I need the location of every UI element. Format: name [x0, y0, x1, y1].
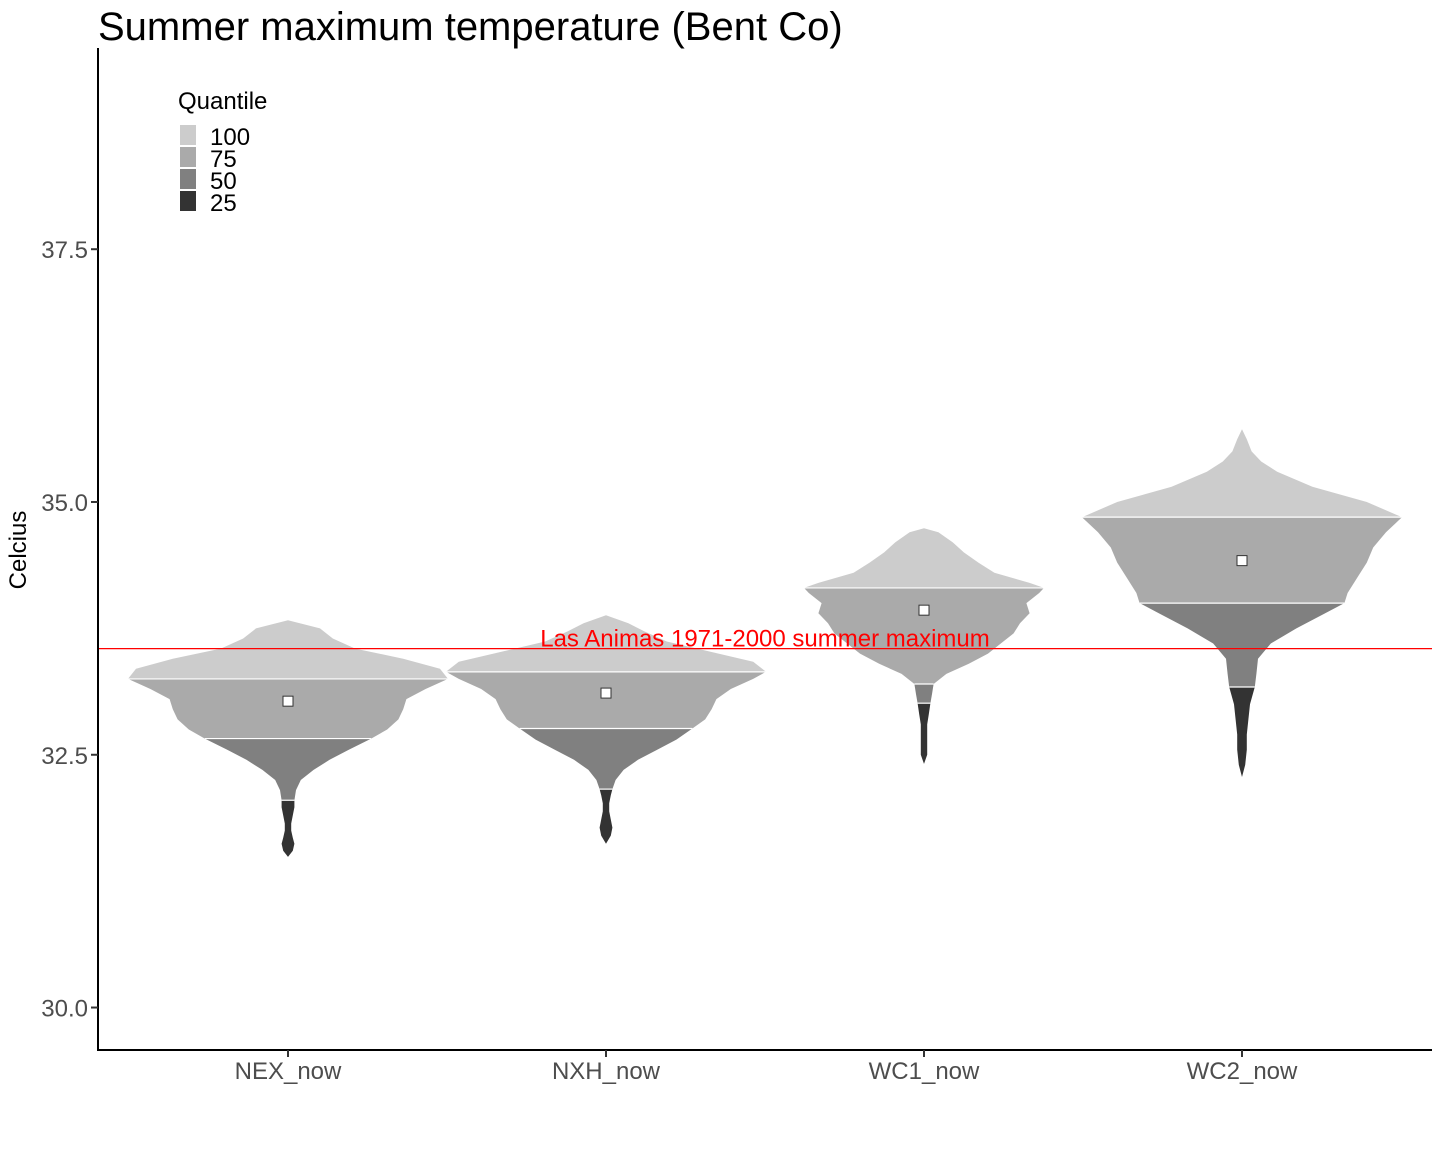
- x-tick-label: NEX_now: [235, 1058, 342, 1085]
- violin-segment-q25: [599, 789, 613, 844]
- legend-title: Quantile: [178, 88, 267, 115]
- legend-label-25: 25: [210, 190, 237, 217]
- y-tick-label: 30.0: [41, 996, 88, 1023]
- mean-marker-NEX_now: [282, 695, 294, 707]
- violin-segment-q100: [1082, 429, 1402, 518]
- violin-segment-q100: [128, 620, 448, 679]
- y-tick-label: 35.0: [41, 490, 88, 517]
- violin-NEX_now: [128, 620, 448, 857]
- violin-segment-q25: [917, 703, 931, 764]
- violin-segment-q75: [804, 587, 1044, 684]
- y-tick-label: 32.5: [41, 743, 88, 770]
- y-tick-label: 37.5: [41, 237, 88, 264]
- reference-line-layer: Las Animas 1971-2000 summer maximum: [98, 626, 1432, 653]
- legend-label-50: 50: [210, 168, 237, 195]
- reference-line-label: Las Animas 1971-2000 summer maximum: [540, 626, 990, 653]
- y-axis-title: Celcius: [5, 511, 32, 590]
- mean-marker-WC2_now: [1236, 555, 1248, 567]
- x-ticks-layer: NEX_now NXH_now WC1_now WC2_now: [235, 1050, 1298, 1085]
- x-tick-label: WC1_now: [869, 1058, 980, 1085]
- violin-segment-q75: [446, 671, 766, 729]
- violin-segment-q100: [804, 528, 1044, 588]
- violin-segment-q50: [519, 728, 693, 790]
- legend-label-75: 75: [210, 146, 237, 173]
- legend-swatch-50: [180, 169, 196, 189]
- x-tick-label: WC2_now: [1187, 1058, 1298, 1085]
- x-tick-label: NXH_now: [552, 1058, 661, 1085]
- legend-swatch-25: [180, 191, 196, 211]
- violin-WC1_now: [804, 528, 1044, 764]
- y-ticks-layer: 30.0 32.5 35.0 37.5: [41, 237, 98, 1023]
- mean-markers-layer: [282, 555, 1248, 707]
- violin-segment-q50: [914, 684, 934, 704]
- chart-title: Summer maximum temperature (Bent Co): [98, 5, 843, 49]
- violin-segment-q50: [1139, 603, 1345, 687]
- legend-swatch-100: [180, 125, 196, 145]
- violin-segment-q50: [204, 738, 372, 801]
- violin-segment-q75: [128, 678, 448, 739]
- violin-segment-q25: [1229, 687, 1255, 777]
- mean-marker-WC1_now: [918, 604, 930, 616]
- axes-layer: [97, 48, 1432, 1051]
- violin-segment-q25: [281, 800, 295, 857]
- mean-marker-NXH_now: [600, 687, 612, 699]
- violin-NXH_now: [446, 615, 766, 844]
- legend-swatch-75: [180, 147, 196, 167]
- violin-segment-q100: [446, 615, 766, 672]
- legend-label-100: 100: [210, 124, 250, 151]
